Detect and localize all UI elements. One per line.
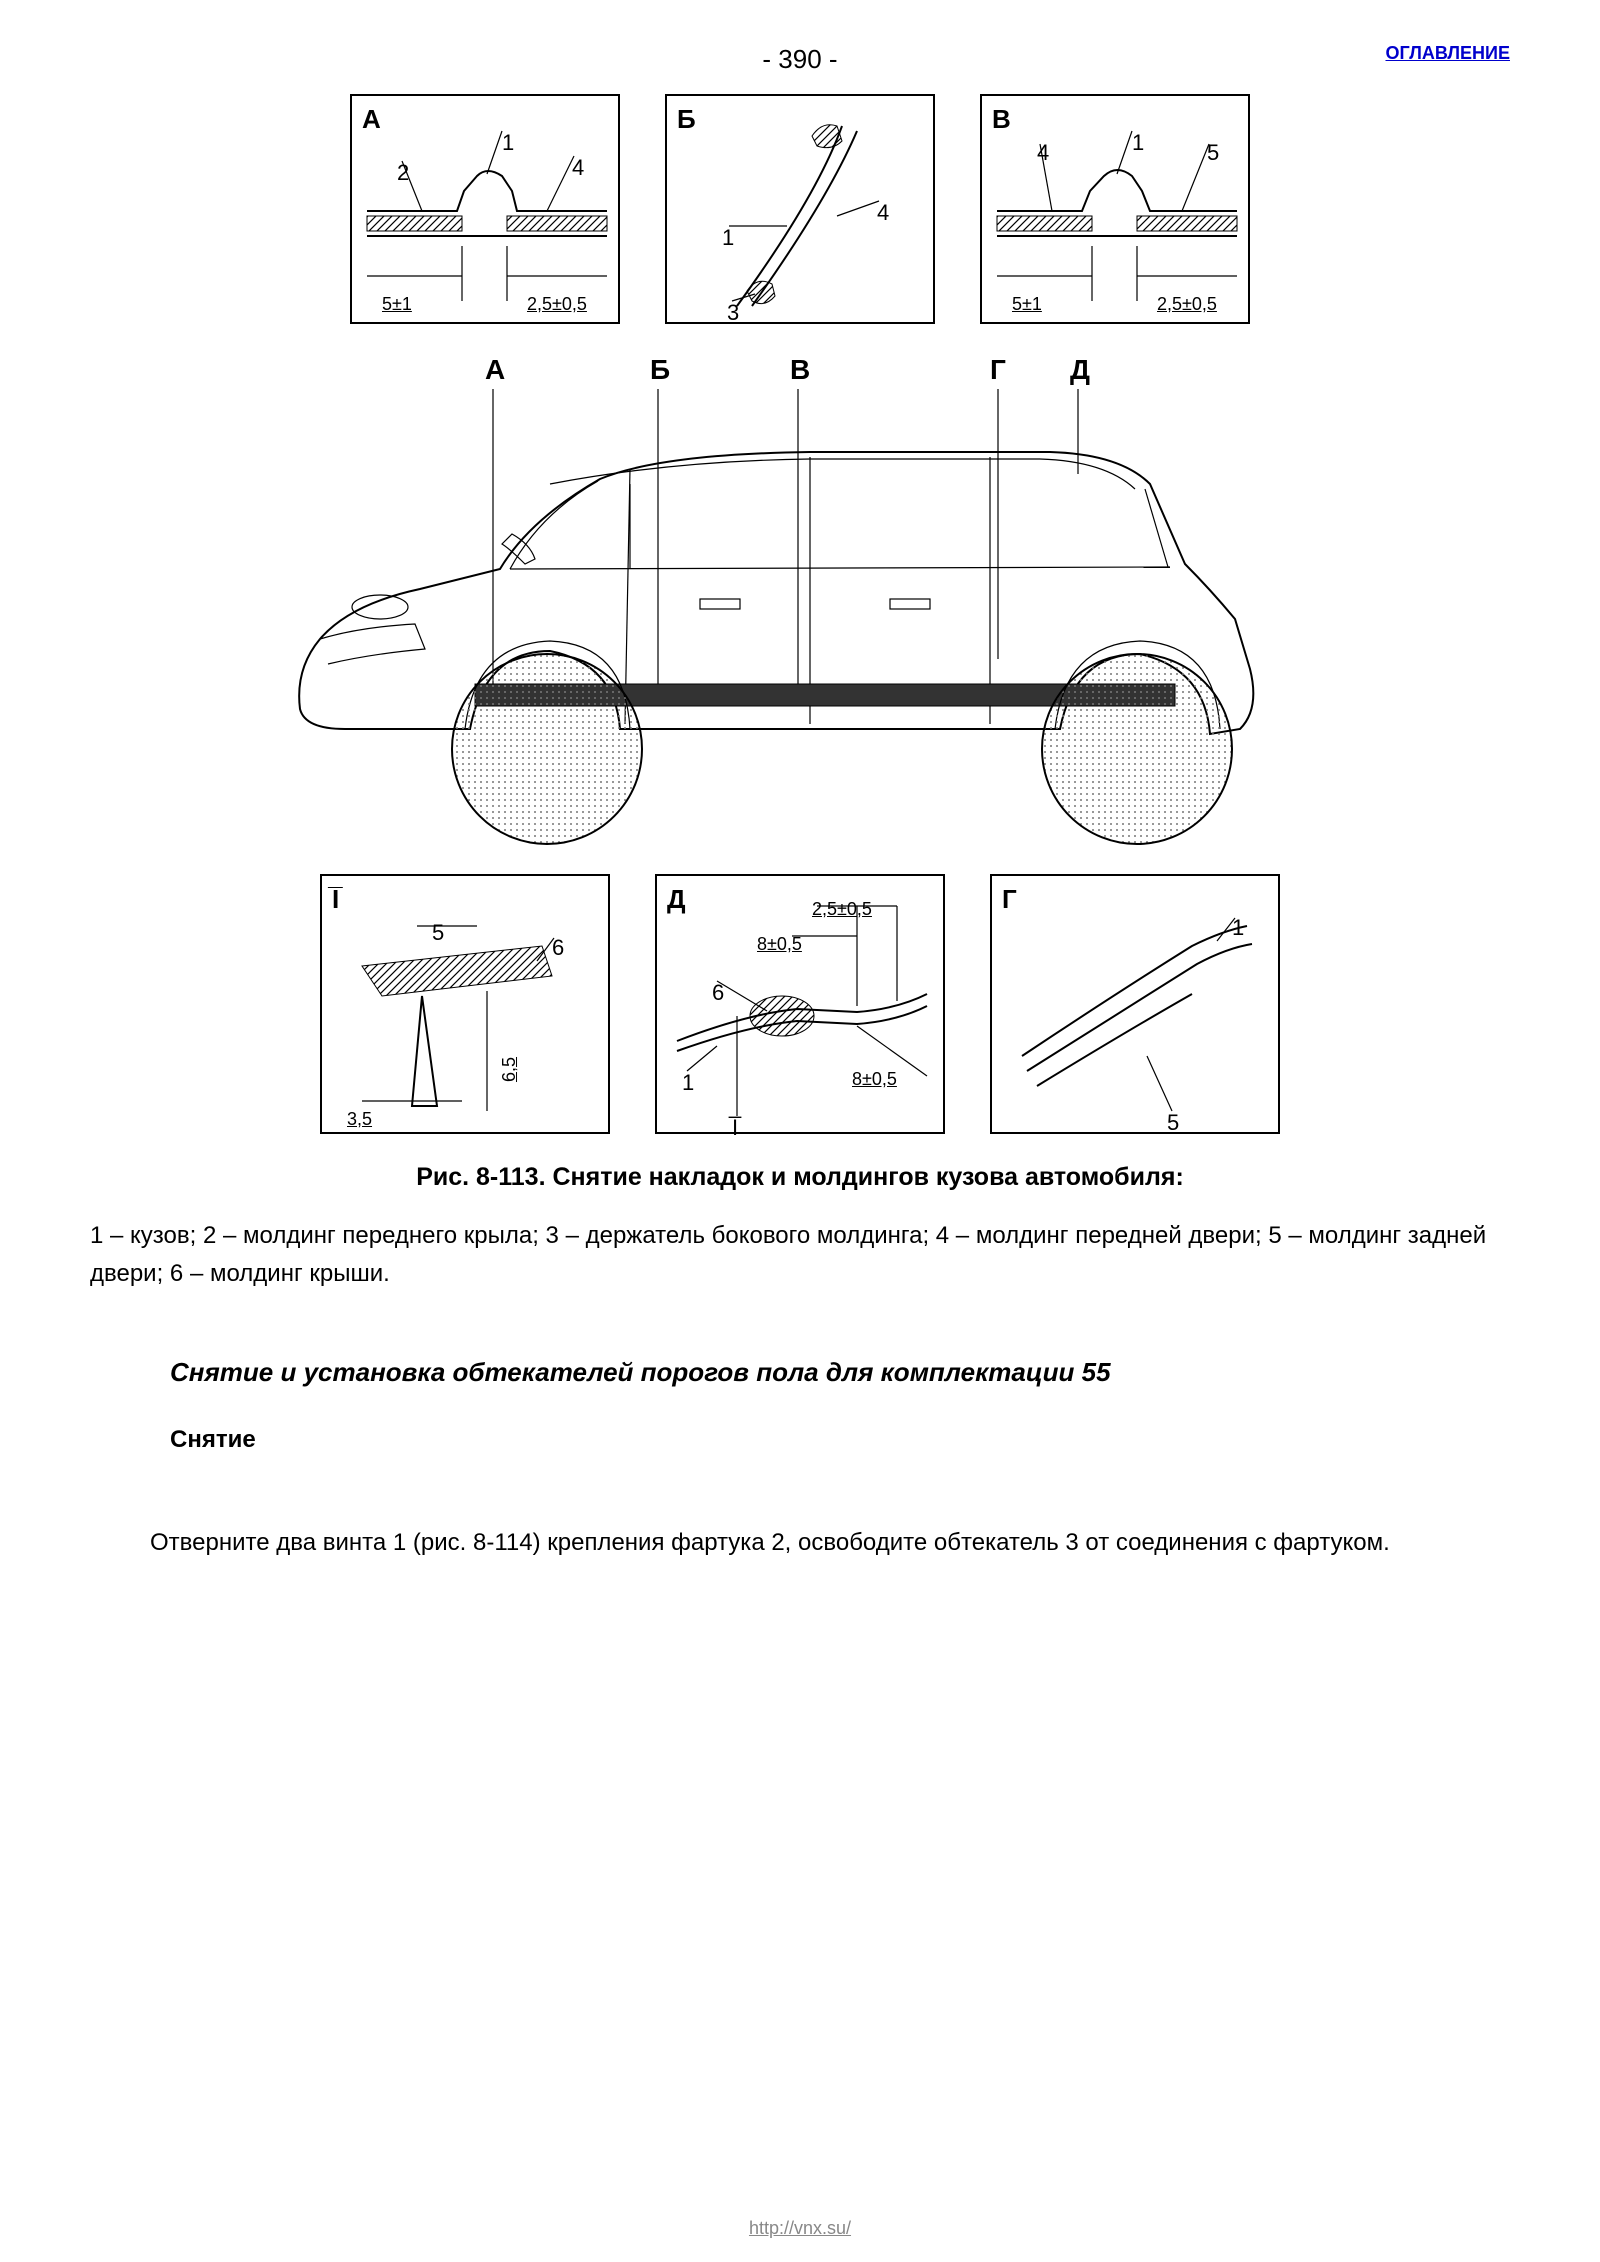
dimension: 5±1 [382,291,412,318]
dimension: 2,5±0,5 [1157,291,1217,318]
callout: 1 [502,126,514,159]
panel-b: Б 1 4 3 [665,94,935,324]
callout: 5 [432,916,444,949]
callout: 1 [682,1066,694,1099]
panel-label: А [358,100,385,139]
dimension: 2,5±0,5 [812,896,872,923]
panel-label: Г [998,880,1021,919]
callout: 5 [1167,1106,1179,1139]
car-svg [250,389,1350,849]
page-number: - 390 - [762,44,837,74]
callout: 1 [722,221,734,254]
panel-i-svg [322,876,612,1136]
callout: 5 [1207,136,1219,169]
car-side-view: А Б В Г Д [250,349,1350,849]
callout: 6 [712,976,724,1009]
car-label: Д [1070,349,1090,391]
figure-caption: Рис. 8-113. Снятие накладок и молдингов … [250,1159,1350,1197]
callout: 3 [727,296,739,329]
callout: 1 [1132,126,1144,159]
dimension: 8±0,5 [852,1066,897,1093]
callout: 1 [1232,911,1244,944]
dimension: 3,5 [347,1106,372,1133]
panel-i: I̅ 6 5 3,5 6,5 [320,874,610,1134]
callout: 4 [1037,136,1049,169]
dimension: 6,5 [496,1057,523,1082]
panel-label: I̅ [328,880,343,919]
car-label: А [485,349,505,391]
panel-d-svg [657,876,947,1136]
figure-8-113: А 1 2 4 5±1 2,5±0,5 Б [250,94,1350,1197]
panel-row-top: А 1 2 4 5±1 2,5±0,5 Б [250,94,1350,324]
panel-label: В [988,100,1015,139]
body-paragraph: Отверните два винта 1 (рис. 8-114) крепл… [90,1518,1510,1568]
car-label: В [790,349,810,391]
section-heading: Снятие и установка обтекателей порогов п… [170,1353,1510,1392]
callout: 6 [552,931,564,964]
panel-v: В 4 1 5 5±1 2,5±0,5 [980,94,1250,324]
panel-row-bottom: I̅ 6 5 3,5 6,5 Д [250,874,1350,1134]
callout: 2 [397,156,409,189]
page-header: - 390 - ОГЛАВЛЕНИЕ [90,40,1510,79]
panel-label: Б [673,100,700,139]
callout: 4 [877,196,889,229]
dimension: 8±0,5 [757,931,802,958]
callout: 4 [572,151,584,184]
panel-label: Д [663,880,690,919]
sub-heading: Снятие [170,1422,1510,1458]
car-label: Г [990,349,1006,391]
panel-g: Г 1 5 [990,874,1280,1134]
panel-d: Д 6 1 I̅ 2,5±0,5 8±0,5 8±0,5 [655,874,945,1134]
footer-link[interactable]: http://vnx.su/ [749,2215,851,2242]
panel-b-svg [667,96,937,326]
figure-legend: 1 – кузов; 2 – молдинг переднего крыла; … [90,1217,1510,1294]
car-label: Б [650,349,670,391]
toc-link[interactable]: ОГЛАВЛЕНИЕ [1385,40,1510,67]
callout: I̅ [732,1111,738,1144]
dimension: 5±1 [1012,291,1042,318]
panel-a: А 1 2 4 5±1 2,5±0,5 [350,94,620,324]
dimension: 2,5±0,5 [527,291,587,318]
